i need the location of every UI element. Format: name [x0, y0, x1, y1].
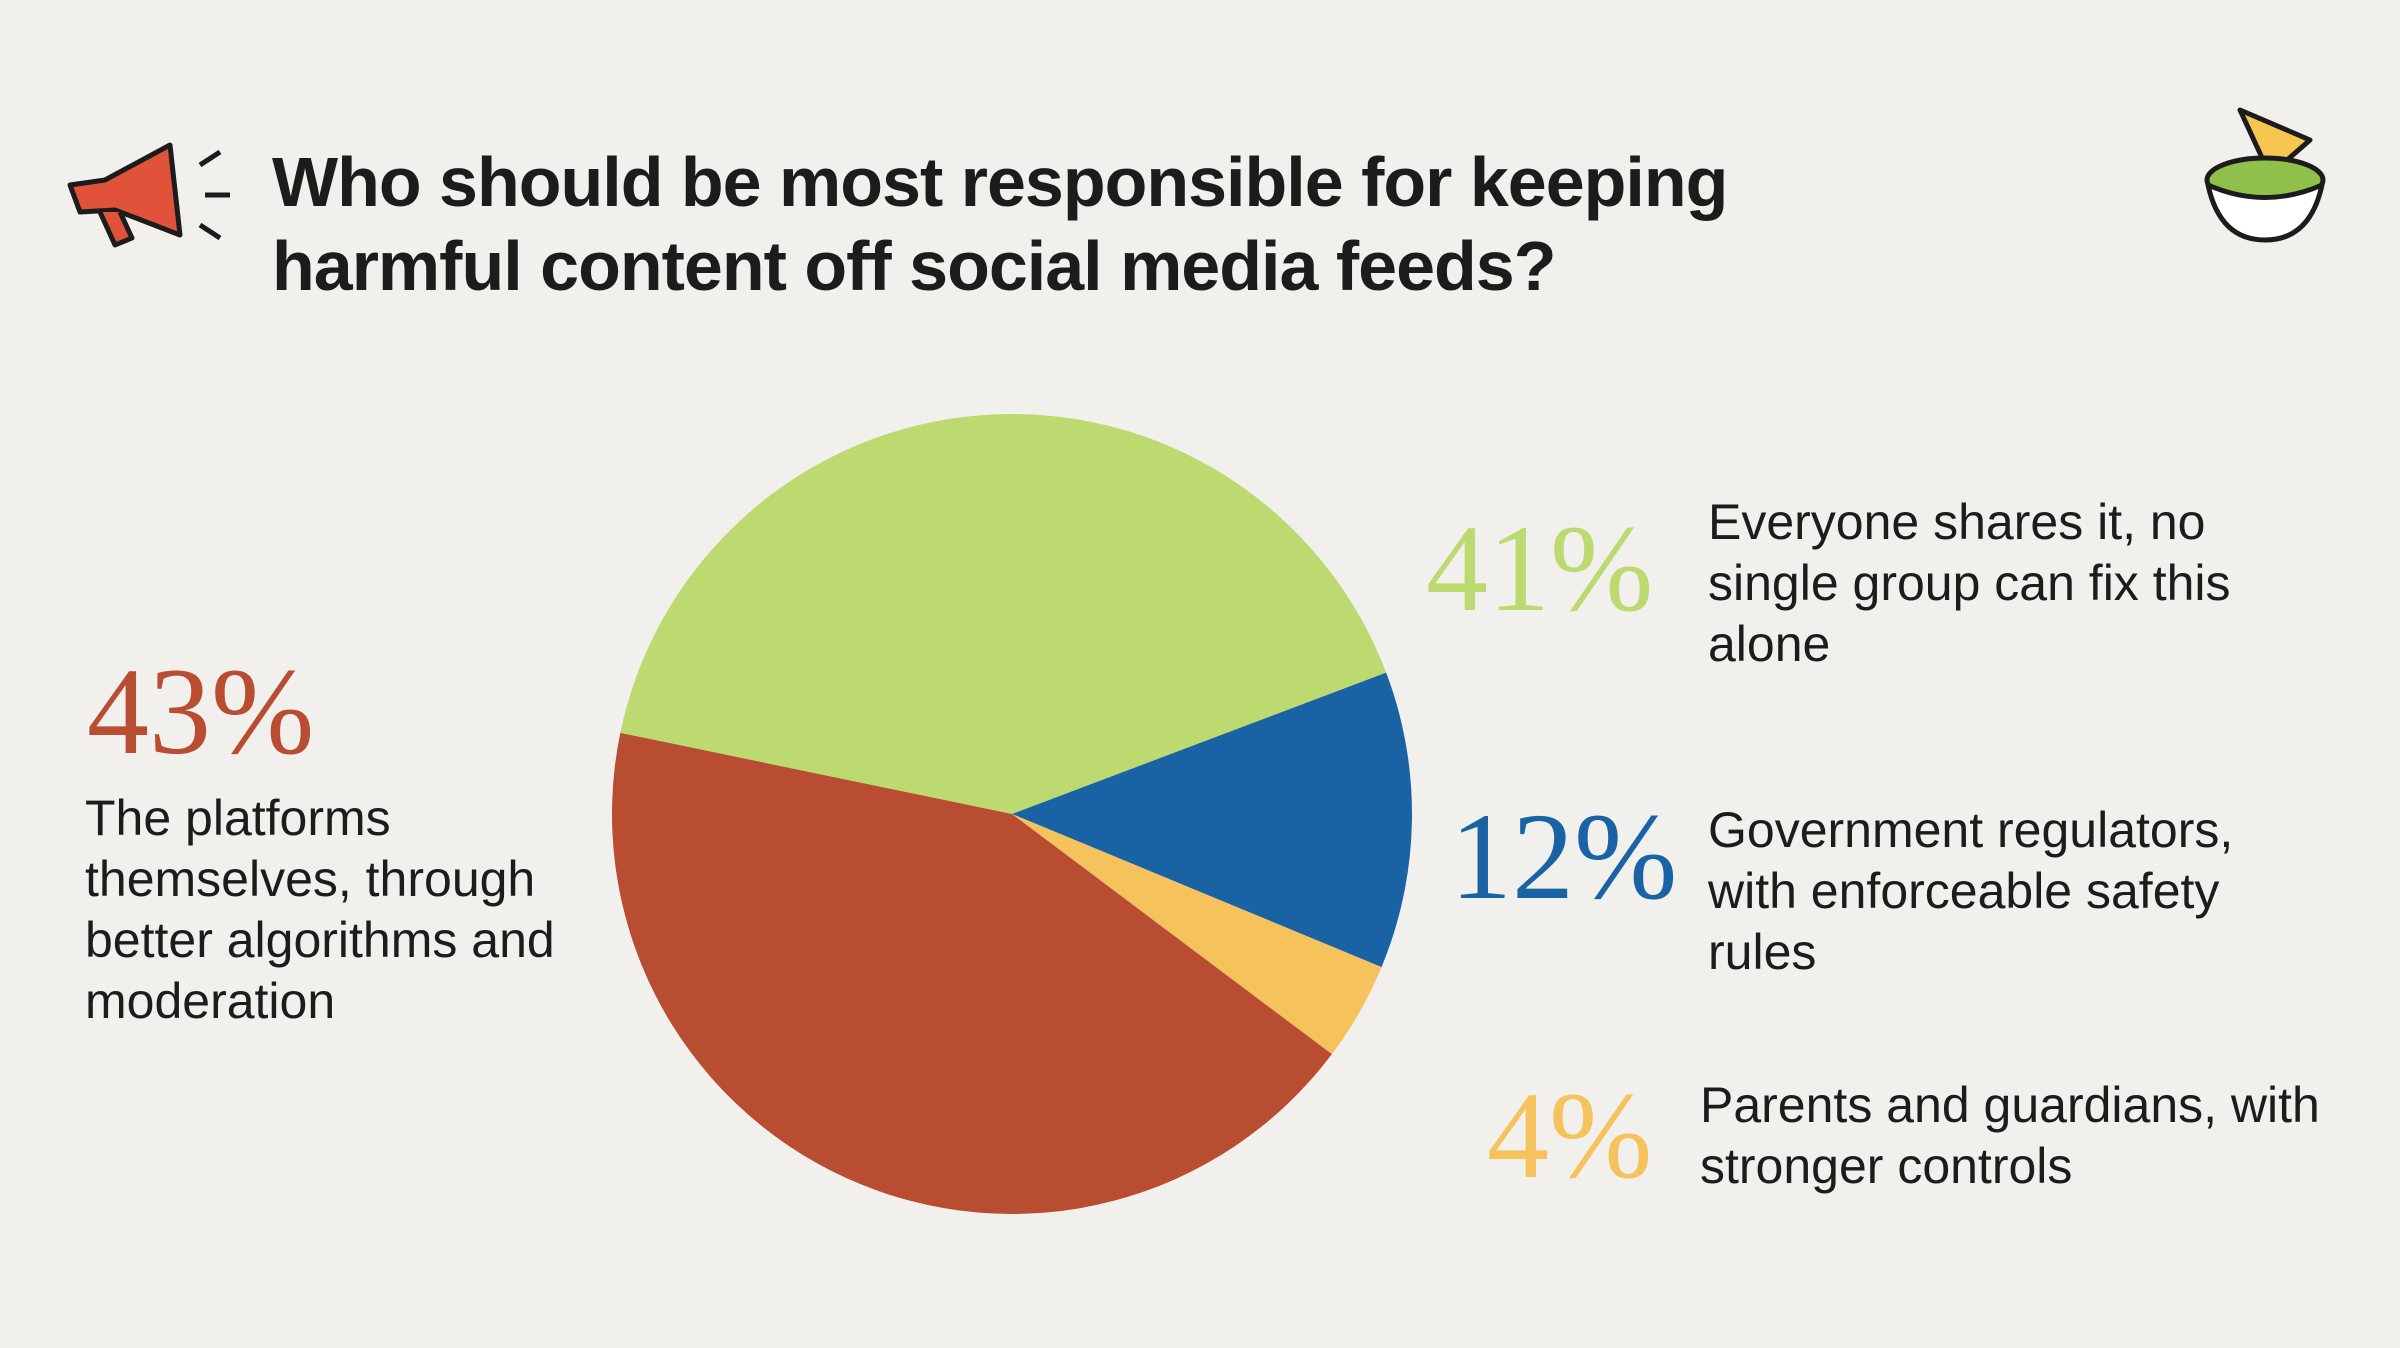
category-label: Everyone shares it, no single group can … — [1708, 494, 2231, 672]
value-label: 12% — [1450, 788, 1678, 925]
pie-slice — [620, 413, 1387, 814]
value-label: 4% — [1487, 1067, 1653, 1204]
guacamole-icon — [2204, 107, 2326, 243]
pie-slice — [1012, 672, 1412, 968]
chart-title: Who should be most responsible for keepi… — [272, 143, 1728, 305]
category-label: Parents and guardians, with stronger con… — [1700, 1077, 2320, 1194]
pie-slice — [1012, 814, 1382, 1055]
pie-slice — [611, 732, 1332, 1214]
category-label: The platforms themselves, through better… — [85, 790, 555, 1029]
value-label: 41% — [1426, 500, 1654, 637]
megaphone-icon — [67, 142, 230, 248]
category-label: Government regulators, with enforceable … — [1708, 802, 2234, 980]
value-label: 43% — [87, 643, 315, 780]
